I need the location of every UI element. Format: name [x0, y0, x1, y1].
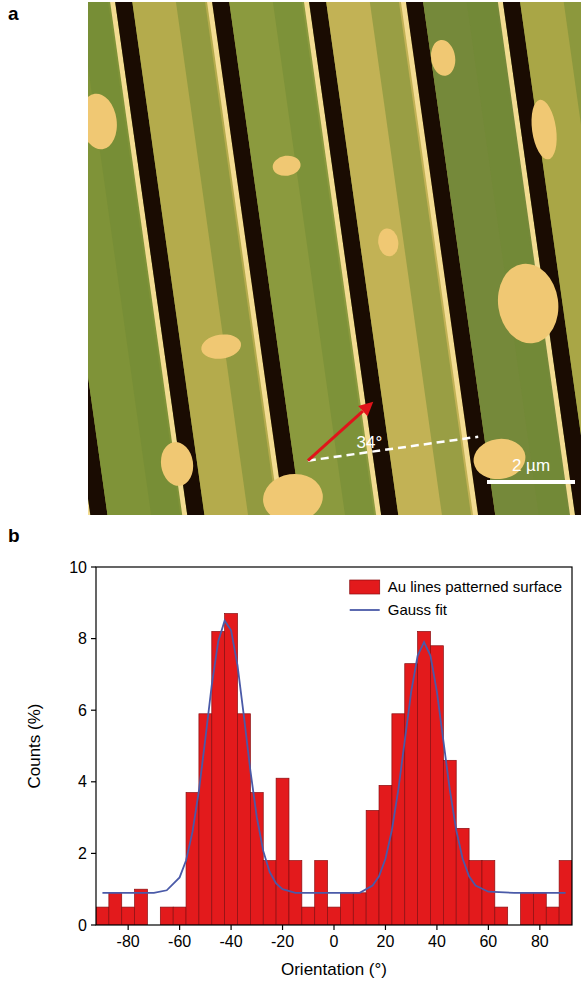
island — [376, 227, 400, 258]
line-edge — [573, 2, 581, 515]
orientation-arrow — [308, 411, 363, 461]
plot-frame — [96, 567, 572, 925]
histogram-bar — [173, 907, 186, 925]
histogram-bar — [495, 907, 508, 925]
island — [88, 91, 120, 151]
angle-label: 34° — [357, 433, 383, 452]
x-tick — [128, 925, 129, 930]
terrace-shade — [542, 2, 581, 515]
stripes — [88, 2, 581, 515]
x-tick-label: -80 — [117, 933, 140, 950]
y-tick — [91, 710, 96, 711]
x-tick-label: 80 — [531, 933, 549, 950]
island — [271, 154, 302, 178]
histogram-bar — [225, 614, 238, 925]
y-tick — [91, 638, 96, 639]
x-tick-label: 40 — [428, 933, 446, 950]
histogram-bar — [546, 907, 559, 925]
island — [429, 38, 458, 77]
y-tick — [91, 566, 96, 567]
histogram-bar — [366, 810, 379, 925]
histogram-bar — [521, 893, 534, 925]
fit-line — [102, 621, 565, 893]
island — [260, 470, 326, 515]
x-axis-title: Orientation (°) — [281, 960, 387, 979]
x-tick — [436, 925, 437, 930]
y-axis-title: Counts (%) — [25, 703, 44, 788]
histogram-bar — [96, 907, 109, 925]
x-tick — [333, 925, 334, 930]
scale-bar-label: 2 µm — [512, 456, 550, 475]
island — [528, 98, 560, 161]
panel-label: a — [8, 3, 19, 24]
x-tick — [179, 925, 180, 930]
histogram-bar — [340, 893, 353, 925]
histogram-bar — [456, 828, 469, 925]
legend-line — [350, 609, 380, 611]
x-tick-label: 60 — [479, 933, 497, 950]
x-tick — [539, 925, 540, 930]
histogram-bar — [109, 893, 122, 925]
legend-swatch — [350, 580, 380, 594]
x-tick-label: -40 — [220, 933, 243, 950]
figure: 34° 2 µm a b 0 2 4 6 8 10 -80 -60 -40 -20 0 20 40 60 80 Ori… — [0, 0, 583, 992]
y-tick-label: 10 — [69, 559, 87, 576]
x-tick — [385, 925, 386, 930]
island — [200, 332, 243, 361]
histogram-bar — [276, 778, 289, 925]
y-tick — [91, 924, 96, 925]
scale-bar — [487, 480, 575, 484]
x-tick — [230, 925, 231, 930]
histogram-bar — [328, 907, 341, 925]
histogram-bar — [160, 907, 173, 925]
histogram-bar — [238, 714, 251, 925]
x-tick-label: 20 — [377, 933, 395, 950]
x-tick-label: 0 — [330, 933, 339, 950]
y-tick-label: 0 — [78, 917, 87, 934]
x-tick-label: -20 — [271, 933, 294, 950]
panel-label: b — [8, 525, 20, 546]
histogram-bar — [533, 893, 546, 925]
island — [493, 260, 564, 348]
y-tick-label: 2 — [78, 845, 87, 862]
histogram-bar — [405, 664, 418, 925]
histogram-bar — [302, 907, 315, 925]
x-tick — [282, 925, 283, 930]
y-tick-label: 6 — [78, 702, 87, 719]
legend: Au lines patterned surface Gauss fit — [350, 578, 562, 618]
x-tick-label: -60 — [168, 933, 191, 950]
plot-data — [96, 614, 572, 925]
y-tick — [91, 853, 96, 854]
histogram-bar — [353, 893, 366, 925]
histogram-bar — [135, 889, 148, 925]
reference-line — [308, 437, 478, 461]
arrow-head — [358, 402, 373, 417]
y-tick-label: 4 — [78, 773, 87, 790]
afm-image — [88, 2, 581, 515]
histogram-bar — [122, 907, 135, 925]
histogram-bar — [186, 793, 199, 925]
x-tick — [488, 925, 489, 930]
trench — [578, 2, 581, 515]
island — [158, 440, 196, 488]
y-tick-label: 8 — [78, 630, 87, 647]
legend-label: Gauss fit — [388, 601, 448, 618]
histogram-bar — [469, 861, 482, 925]
histogram-bar — [418, 631, 431, 925]
terrace-band — [499, 2, 581, 515]
legend-label: Au lines patterned surface — [388, 578, 562, 595]
y-tick — [91, 781, 96, 782]
